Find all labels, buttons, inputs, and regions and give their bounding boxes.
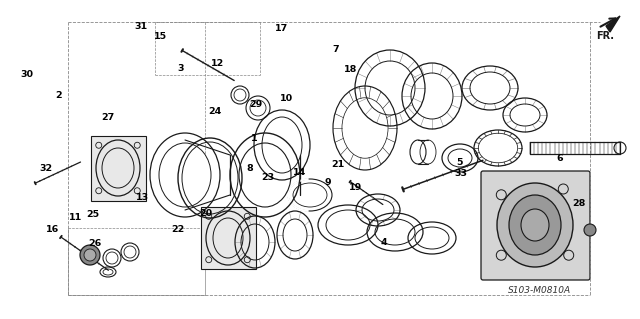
Polygon shape [606,16,620,32]
Text: 33: 33 [454,169,467,178]
FancyBboxPatch shape [481,171,590,280]
Text: 28: 28 [573,199,586,208]
Text: 27: 27 [101,113,114,122]
Text: 19: 19 [349,183,362,192]
Text: 15: 15 [154,32,166,41]
Text: 24: 24 [208,107,221,115]
Ellipse shape [80,245,100,265]
Ellipse shape [584,224,596,236]
Text: 13: 13 [136,193,148,202]
Bar [90,136,145,201]
Text: 2: 2 [56,91,62,100]
Text: 11: 11 [69,213,82,222]
Ellipse shape [509,195,561,255]
Text: 9: 9 [324,178,331,187]
Text: S103-M0810A: S103-M0810A [508,286,572,295]
Text: FR.: FR. [596,31,614,41]
Text: 12: 12 [211,59,224,68]
Text: 32: 32 [40,164,52,173]
Text: 8: 8 [246,164,253,173]
Text: 6: 6 [557,154,563,163]
Text: 31: 31 [134,22,147,31]
Text: 5: 5 [456,158,463,167]
Text: 17: 17 [275,24,288,33]
Text: 16: 16 [46,225,59,234]
Ellipse shape [84,249,96,261]
Bar [200,207,255,269]
Text: 1: 1 [252,134,258,143]
Text: 21: 21 [332,160,344,169]
Ellipse shape [497,183,573,267]
Text: 30: 30 [20,70,33,79]
Text: 26: 26 [88,239,101,248]
Text: 10: 10 [280,94,293,103]
Text: 14: 14 [293,168,306,177]
Text: 3: 3 [178,64,184,73]
Text: 18: 18 [344,65,357,74]
Text: 20: 20 [200,209,212,218]
Text: 25: 25 [86,210,99,219]
Text: 7: 7 [333,45,339,54]
Ellipse shape [521,209,549,241]
Text: 23: 23 [261,173,274,182]
Text: 4: 4 [381,238,387,247]
Text: 22: 22 [172,225,184,234]
Text: 29: 29 [250,100,262,109]
